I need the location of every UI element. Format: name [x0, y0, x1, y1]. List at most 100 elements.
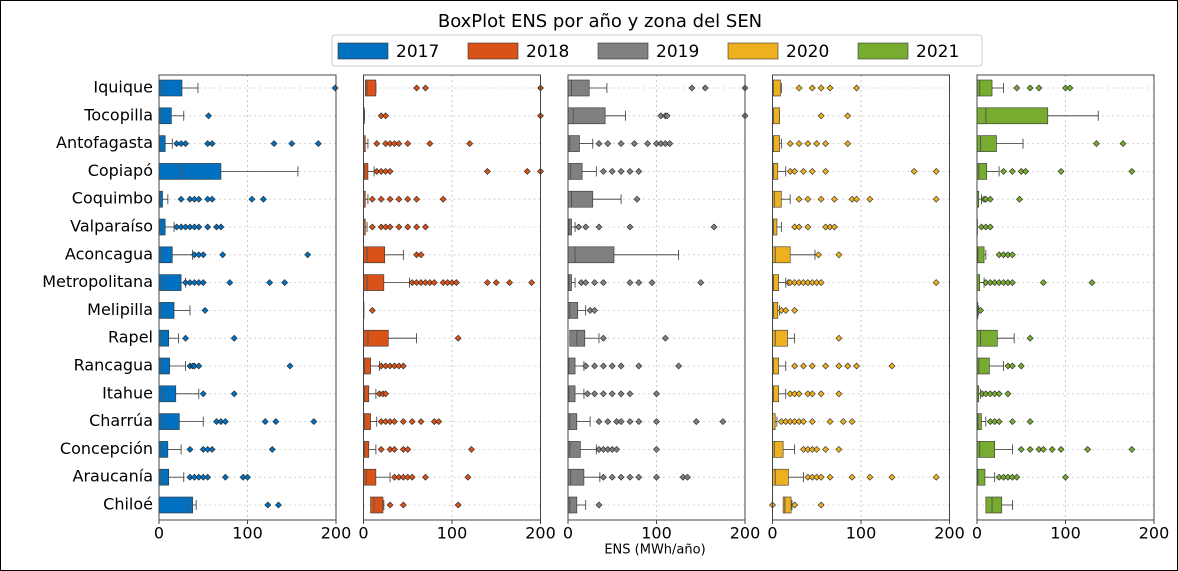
- outlier: [986, 390, 994, 398]
- outlier: [791, 390, 799, 398]
- outlier: [199, 251, 207, 259]
- outlier: [386, 445, 394, 453]
- outlier: [219, 251, 227, 259]
- outlier: [795, 279, 803, 287]
- outlier: [195, 279, 203, 287]
- outlier: [404, 195, 412, 203]
- outlier: [800, 418, 807, 426]
- outlier: [932, 195, 940, 203]
- outlier: [661, 334, 669, 342]
- outlier: [190, 473, 198, 481]
- outlier: [777, 306, 785, 314]
- outlier: [395, 473, 403, 481]
- outlier: [382, 167, 390, 175]
- outlier: [386, 223, 394, 231]
- y-tick-label: Itahue: [102, 383, 153, 402]
- outlier: [586, 306, 594, 314]
- outlier: [848, 473, 856, 481]
- y-tick-label: Coquimbo: [72, 189, 153, 208]
- outlier: [582, 279, 590, 287]
- outlier: [444, 279, 451, 287]
- outlier: [817, 279, 825, 287]
- outlier: [266, 279, 274, 287]
- outlier: [679, 473, 687, 481]
- outlier: [978, 223, 985, 231]
- outlier: [826, 223, 834, 231]
- outlier: [786, 418, 794, 426]
- outlier: [173, 140, 181, 148]
- outlier: [932, 279, 940, 287]
- outlier: [808, 445, 816, 453]
- outlier: [386, 362, 394, 370]
- outlier: [982, 195, 990, 203]
- outlier: [986, 418, 994, 426]
- outlier: [1000, 251, 1007, 259]
- outlier: [684, 473, 691, 481]
- box: [158, 413, 180, 430]
- chart-title: BoxPlot ENS por año y zona del SEN: [438, 11, 762, 32]
- y-tick-label: Copiapó: [88, 161, 153, 180]
- outlier: [195, 362, 203, 370]
- outlier: [817, 473, 825, 481]
- outlier: [626, 390, 634, 398]
- outlier: [439, 195, 447, 203]
- x-tick-label: 200: [934, 524, 965, 543]
- box: [158, 385, 177, 403]
- outlier: [395, 140, 403, 148]
- outlier: [201, 306, 209, 314]
- outlier: [1008, 418, 1016, 426]
- outlier: [591, 306, 598, 314]
- outlier: [791, 167, 799, 175]
- outlier: [692, 418, 700, 426]
- outlier: [795, 223, 803, 231]
- outlier: [377, 362, 385, 370]
- outlier: [1013, 473, 1021, 481]
- outlier: [835, 445, 843, 453]
- outlier: [386, 140, 394, 148]
- box: [158, 496, 193, 514]
- outlier: [844, 140, 852, 148]
- outlier: [604, 140, 612, 148]
- outlier: [182, 223, 189, 231]
- outlier: [1000, 473, 1007, 481]
- outlier: [399, 362, 407, 370]
- outlier: [1016, 195, 1023, 203]
- outlier: [835, 251, 843, 259]
- box: [158, 79, 183, 97]
- outlier: [617, 362, 625, 370]
- outlier: [1062, 84, 1069, 92]
- outlier: [613, 418, 621, 426]
- outlier: [617, 140, 625, 148]
- outlier: [288, 140, 296, 148]
- outlier: [226, 279, 234, 287]
- y-tick-label: Tocopilla: [83, 105, 153, 124]
- outlier: [208, 140, 216, 148]
- outlier: [1022, 167, 1030, 175]
- outlier: [813, 473, 821, 481]
- outlier: [635, 473, 643, 481]
- outlier: [853, 195, 860, 203]
- outlier: [804, 223, 812, 231]
- x-tick-label: 100: [1050, 524, 1081, 543]
- outlier: [786, 390, 794, 398]
- x-tick-label: 0: [972, 524, 982, 543]
- outlier: [630, 140, 638, 148]
- outlier: [888, 473, 896, 481]
- outlier: [382, 223, 390, 231]
- outlier: [270, 140, 278, 148]
- outlier: [1035, 445, 1043, 453]
- box: [158, 163, 222, 180]
- outlier: [800, 362, 807, 370]
- outlier: [422, 279, 429, 287]
- outlier: [608, 390, 616, 398]
- outlier: [230, 390, 238, 398]
- outlier: [195, 195, 203, 203]
- box: [158, 246, 173, 264]
- outlier: [382, 112, 390, 120]
- outlier: [1093, 140, 1100, 148]
- outlier: [817, 112, 825, 120]
- outlier: [368, 306, 376, 314]
- outlier: [599, 279, 607, 287]
- outlier: [604, 445, 612, 453]
- outlier: [1000, 167, 1007, 175]
